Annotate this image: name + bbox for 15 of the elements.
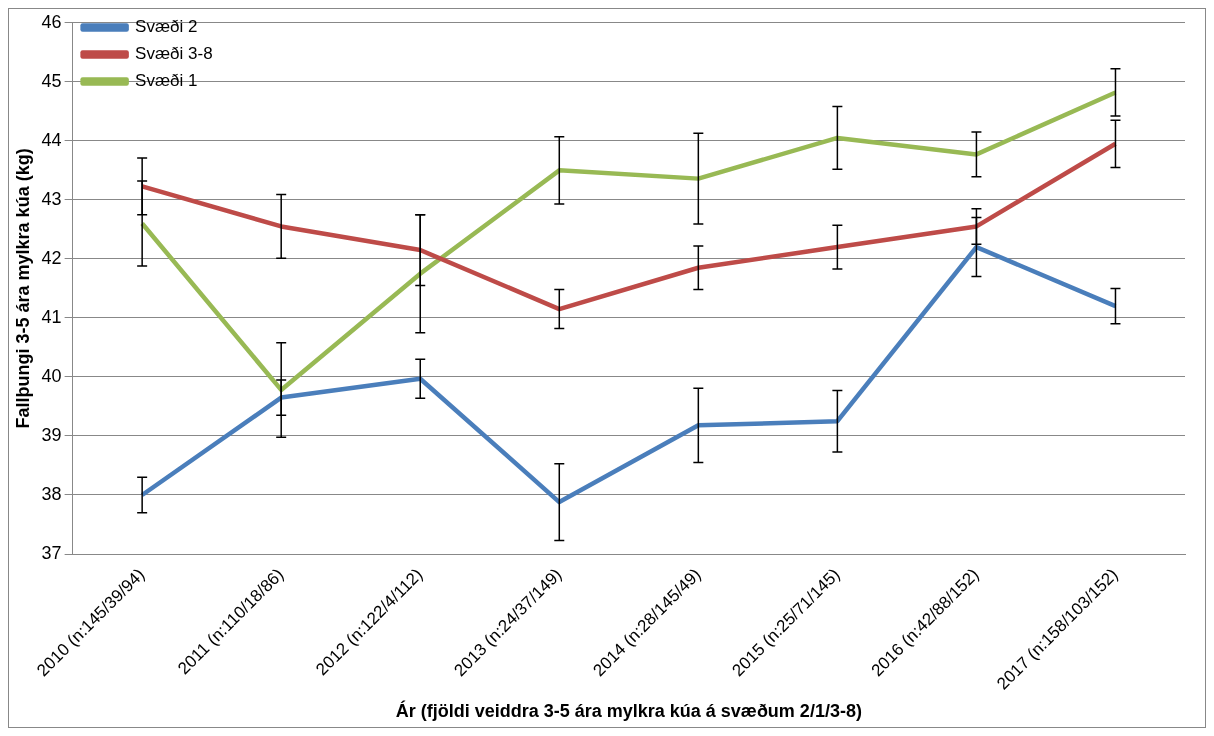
y-tick-label: 40 bbox=[41, 365, 62, 386]
y-axis-title: Fallþungi 3-5 ára mylkra kúa (kg) bbox=[12, 148, 33, 429]
y-tick-label: 42 bbox=[41, 247, 62, 268]
y-tick-label: 37 bbox=[41, 542, 62, 563]
y-tick-label: 44 bbox=[41, 129, 62, 150]
y-tick-label: 46 bbox=[41, 11, 62, 32]
x-axis-title: Ár (fjöldi veiddra 3-5 ára mylkra kúa á svæðum 2/1/3-8) bbox=[395, 700, 862, 722]
y-tick-label: 45 bbox=[41, 70, 62, 91]
y-tick-label: 41 bbox=[41, 306, 62, 327]
legend-label: Svæði 2 bbox=[135, 17, 198, 37]
y-tick-label: 39 bbox=[41, 424, 62, 445]
y-tick-label: 43 bbox=[41, 188, 62, 209]
legend-label: Svæði 1 bbox=[135, 71, 198, 91]
y-tick-label: 38 bbox=[41, 483, 62, 504]
legend-label: Svæði 3-8 bbox=[135, 44, 213, 64]
